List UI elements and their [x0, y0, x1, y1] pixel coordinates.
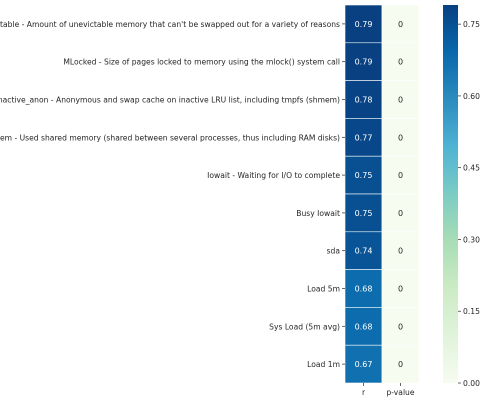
- cell-value-label: 0.67: [355, 360, 373, 369]
- heatmap-cell: [381, 231, 420, 270]
- row-label: Iowait - Waiting for I/O to complete: [207, 171, 340, 180]
- cell-value-label: 0: [398, 209, 403, 218]
- cell-value-label: 0: [398, 58, 403, 67]
- cell-value-label: 0.77: [355, 133, 373, 142]
- heatmap-cell: [344, 4, 383, 44]
- heatmap-cell: [381, 344, 420, 384]
- heatmap-cell: [381, 118, 420, 157]
- colorbar-tick-label: 0.30: [463, 235, 480, 244]
- cell-value-label: 0: [398, 171, 403, 180]
- cell-value-label: 0.74: [355, 247, 373, 256]
- heatmap-cell: [381, 155, 420, 195]
- cell-value-label: 0: [398, 20, 403, 29]
- column-labels: r p-value: [362, 383, 415, 397]
- heatmap-cell: [344, 42, 383, 81]
- cell-value-label: 0.68: [355, 285, 373, 294]
- heatmap-cell: [381, 193, 420, 233]
- row-label: Shmem - Used shared memory (shared betwe…: [0, 133, 340, 142]
- cell-value-label: 0: [398, 247, 403, 256]
- cell-value-label: 0: [398, 285, 403, 294]
- row-label: Unevictable - Amount of unevictable memo…: [0, 20, 340, 29]
- row-label: Busy Iowait: [296, 209, 340, 218]
- heatmap-cell: [381, 42, 420, 81]
- cell-value-label: 0.75: [355, 171, 373, 180]
- row-label: Load 5m: [307, 285, 340, 294]
- colorbar-tick-label: 0.45: [463, 164, 480, 173]
- row-label: MLocked - Size of pages locked to memory…: [63, 58, 340, 67]
- cell-value-label: 0: [398, 360, 403, 369]
- heatmap-cell: [381, 307, 420, 346]
- cell-value-label: 0: [398, 133, 403, 142]
- cell-value-label: 0.79: [355, 58, 373, 67]
- heatmap-cell: [381, 80, 420, 119]
- heatmap-cell: [381, 269, 420, 308]
- cell-value-label: 0.75: [355, 209, 373, 218]
- row-label: Load 1m: [307, 360, 340, 369]
- colorbar-tick-label: 0.60: [463, 92, 480, 101]
- colorbar-gradient: [443, 5, 458, 383]
- row-label: Sys Load (5m avg): [269, 322, 340, 331]
- row-label: Inactive_anon - Anonymous and swap cache…: [0, 96, 340, 105]
- heatmap-cell: [344, 344, 383, 384]
- heatmap-cells: 0.79 0 0.79 0 0.78 0 0.77 0 0.75 0 0.75 0 0.74 0 0.68 0…: [344, 4, 420, 384]
- colorbar: 0.00 0.15 0.30 0.45 0.60 0.75: [443, 5, 480, 388]
- cell-value-label: 0.78: [355, 96, 373, 105]
- cell-value-label: 0: [398, 322, 403, 331]
- cell-value-label: 0.68: [355, 322, 373, 331]
- heatmap-cell: [381, 4, 420, 44]
- colorbar-tick-label: 0.00: [463, 379, 480, 388]
- column-label: r: [362, 388, 366, 397]
- row-labels: Unevictable - Amount of unevictable memo…: [0, 20, 345, 369]
- colorbar-tick-label: 0.75: [463, 20, 480, 29]
- cell-value-label: 0: [398, 96, 403, 105]
- row-label: sda: [327, 247, 340, 256]
- cell-value-label: 0.79: [355, 20, 373, 29]
- column-label: p-value: [386, 388, 414, 397]
- colorbar-tick-label: 0.15: [463, 307, 480, 316]
